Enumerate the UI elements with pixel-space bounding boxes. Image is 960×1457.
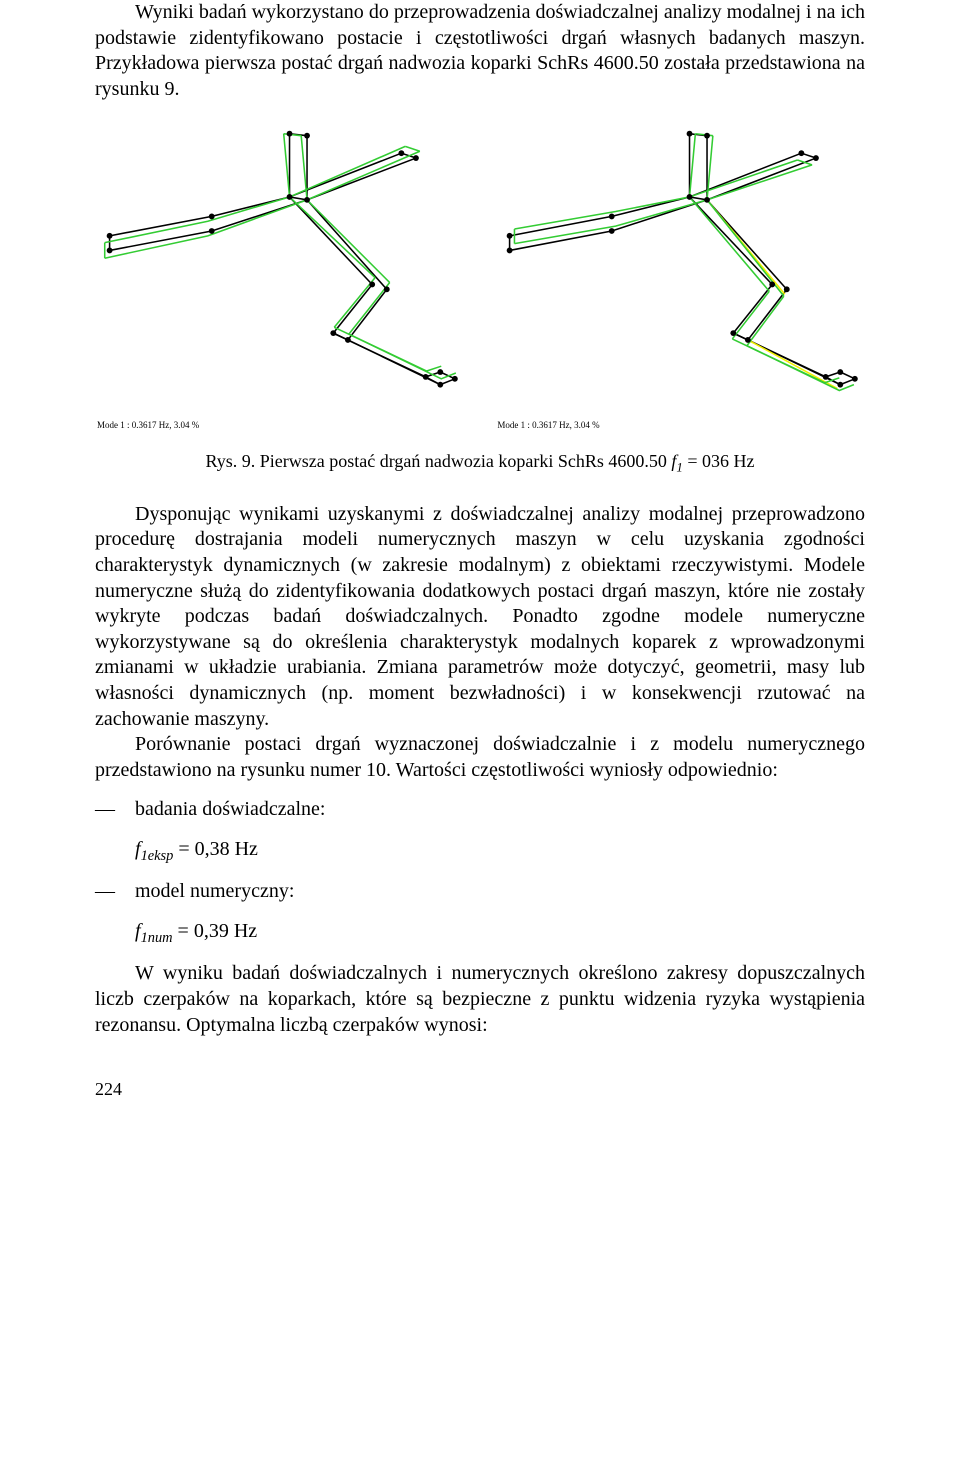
paragraph-3: Porównanie postaci drgań wyznaczonej doś… [95,732,865,783]
page-number: 224 [95,1078,865,1101]
equation-1: f1eksp = 0,38 Hz [135,837,865,865]
list-experimental: — badania doświadczalne: [95,797,865,823]
caption-suffix: = 036 Hz [683,451,755,471]
equation-2: f1num = 0,39 Hz [135,919,865,947]
eq2-rhs: = 0,39 Hz [173,920,258,942]
paragraph-intro: Wyniki badań wykorzystano do przeprowadz… [95,0,865,102]
eq2-sub: 1num [141,930,173,946]
paragraph-2: Dysponując wynikami uzyskanymi z doświad… [95,502,865,732]
mode-shape-svg-left [95,124,465,416]
list-num-label: model numeryczny: [135,879,294,905]
list-exp-label: badania doświadczalne: [135,797,325,823]
figure-9-caption: Rys. 9. Pierwsza postać drgań nadwozia k… [95,450,865,476]
dash-icon: — [95,797,135,823]
dash-icon: — [95,879,135,905]
eq1-rhs: = 0,38 Hz [173,838,258,860]
mode-shape-svg-right [495,124,865,416]
page-content: Wyniki badań wykorzystano do przeprowadz… [0,0,960,1457]
figure-9-right: Mode 1 : 0.3617 Hz, 3.04 % [495,124,865,431]
figure-9-left: Mode 1 : 0.3617 Hz, 3.04 % [95,124,465,431]
caption-prefix: Rys. 9. Pierwsza postać drgań nadwozia k… [205,451,671,471]
mode-label-left: Mode 1 : 0.3617 Hz, 3.04 % [97,420,465,432]
eq1-sub: 1eksp [141,848,174,864]
figure-9: Mode 1 : 0.3617 Hz, 3.04 % [95,124,865,431]
list-numerical: — model numeryczny: [95,879,865,905]
mode-label-right: Mode 1 : 0.3617 Hz, 3.04 % [497,420,865,432]
paragraph-4: W wyniku badań doświadczalnych i numeryc… [95,961,865,1038]
